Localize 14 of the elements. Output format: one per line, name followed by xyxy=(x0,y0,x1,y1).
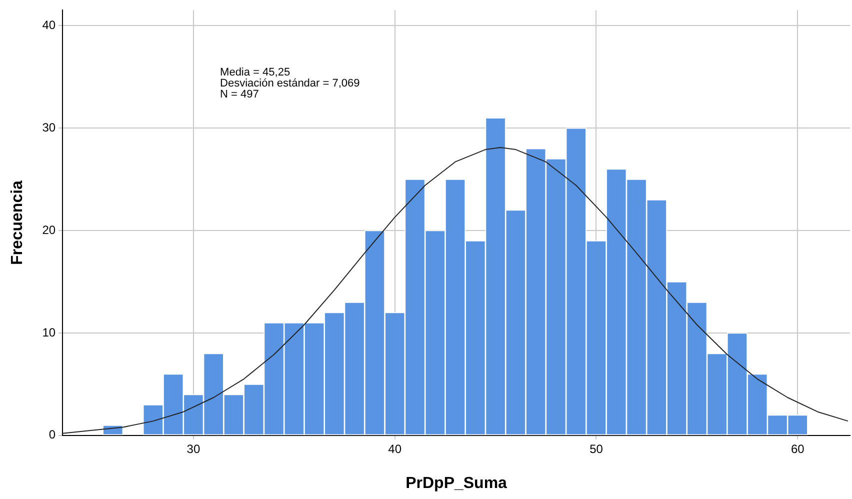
y-tick-label: 40 xyxy=(42,18,56,32)
y-tick-label: 10 xyxy=(42,325,56,340)
x-tick-label: 50 xyxy=(590,442,604,456)
x-tick-label: 60 xyxy=(790,442,805,456)
y-tick-label: 0 xyxy=(48,428,56,442)
y-axis-title: Frecuencia xyxy=(9,180,26,266)
annotation: Media = 45,25 xyxy=(220,66,290,79)
annotation: N = 497 xyxy=(220,88,259,101)
y-tick-label: 20 xyxy=(42,222,56,237)
y-tick-label: 30 xyxy=(42,120,56,134)
x-axis-title: PrDpP_Suma xyxy=(406,474,508,492)
x-tick-label: 30 xyxy=(186,442,200,456)
x-tick-label: 40 xyxy=(388,442,402,456)
annotation: Desviación estándar = 7,069 xyxy=(220,78,360,90)
